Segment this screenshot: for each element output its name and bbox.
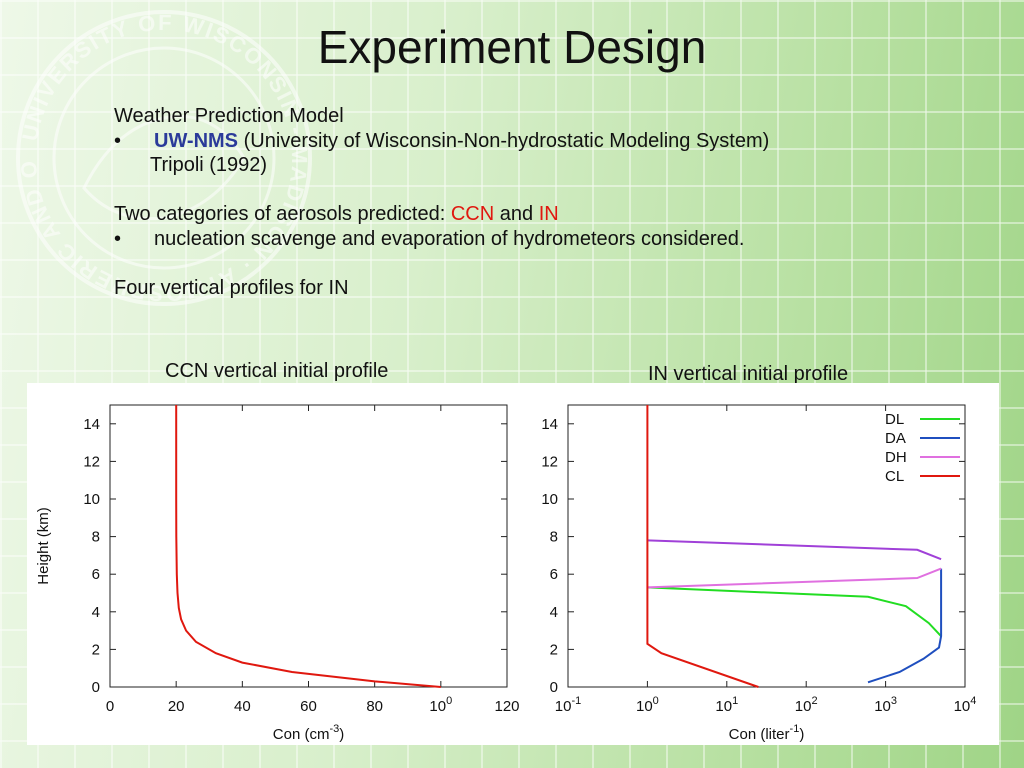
in-chart-caption: IN vertical initial profile <box>648 363 849 385</box>
x-tick-label: 20 <box>168 698 185 715</box>
legend-label: DA <box>885 430 906 447</box>
profiles-line: Four vertical profiles for IN <box>114 276 349 299</box>
university-seal-logo: UNIVERSITY OF WISCONSIN - MADISON · ATMO… <box>14 8 312 306</box>
legend-label: DH <box>885 449 907 466</box>
y-tick-label: 2 <box>550 641 558 658</box>
y-tick-label: 12 <box>83 453 100 470</box>
y-tick-label: 6 <box>550 566 558 583</box>
x-tick-label: 104 <box>954 695 977 715</box>
x-tick-label: 40 <box>234 698 251 715</box>
x-axis-label: Con (liter-1) <box>729 723 805 743</box>
in-highlight: IN <box>538 203 559 225</box>
aerosol-and: and <box>499 203 534 225</box>
y-tick-label: 0 <box>550 679 558 696</box>
legend-label: DL <box>885 411 904 428</box>
plot-frame <box>567 404 966 688</box>
y-axis-label: Height (km) <box>35 507 52 585</box>
legend-label: CL <box>885 468 904 485</box>
x-tick-label: 60 <box>300 698 317 715</box>
ccn-chart-caption: CCN vertical initial profile <box>165 360 389 382</box>
aerosol-bullet: • nucleation scavenge and evaporation of … <box>114 227 994 252</box>
x-tick-label: 0 <box>106 698 114 715</box>
x-tick-label: 100 <box>429 695 452 715</box>
series-line-cl <box>646 405 759 688</box>
charts-panel: 0 2 4 6 8 10 12 14 0 20 40 60 80 100 120 Con (cm-3) Heig… <box>27 383 999 745</box>
model-bullet: • UW-NMS (University of Wisconsin-Non-hyd… <box>114 129 994 154</box>
series-line <box>647 539 942 561</box>
y-tick-label: 14 <box>83 416 100 433</box>
y-tick-label: 10 <box>83 491 100 508</box>
model-name: UW-NMS <box>154 129 239 152</box>
ccn-highlight: CCN <box>450 203 495 225</box>
y-tick-label: 6 <box>92 566 100 583</box>
y-tick-label: 4 <box>550 604 558 621</box>
slide-title: Experiment Design <box>317 21 707 73</box>
x-axis-label: Con (cm-3) <box>273 723 344 743</box>
x-tick-label: 103 <box>874 695 897 715</box>
y-tick-label: 0 <box>92 679 100 696</box>
y-tick-label: 2 <box>92 641 100 658</box>
series-line <box>175 405 441 688</box>
y-tick-label: 14 <box>541 416 558 433</box>
y-tick-label: 10 <box>541 491 558 508</box>
plot-frame <box>109 404 508 688</box>
series-line-dh <box>647 567 942 589</box>
y-tick-label: 8 <box>92 529 100 546</box>
y-tick-label: 4 <box>92 604 100 621</box>
slide-body: Weather Prediction Model • UW-NMS (Univer… <box>114 104 994 300</box>
x-tick-label: 120 <box>494 698 519 715</box>
model-reference: Tripoli (1992) <box>150 154 268 176</box>
y-tick-label: 12 <box>541 453 558 470</box>
y-tick-label: 8 <box>550 529 558 546</box>
aerosol-prefix: Two categories of aerosols predicted: <box>114 203 446 225</box>
series-line-da <box>867 568 943 684</box>
bullet-icon: • <box>114 227 122 250</box>
aerosol-bullet-text: nucleation scavenge and evaporation of h… <box>154 227 745 250</box>
model-heading: Weather Prediction Model <box>114 105 344 127</box>
x-tick-label: 102 <box>795 695 818 715</box>
model-description: (University of Wisconsin-Non-hydrostatic… <box>243 129 770 152</box>
series-line-dl <box>647 586 942 637</box>
aerosol-line: Two categories of aerosols predicted: CC… <box>114 202 994 227</box>
x-tick-label: 101 <box>715 695 738 715</box>
x-tick-label: 10-1 <box>555 695 581 715</box>
x-tick-label: 100 <box>636 695 659 715</box>
bullet-icon: • <box>114 129 122 152</box>
x-tick-label: 80 <box>366 698 383 715</box>
